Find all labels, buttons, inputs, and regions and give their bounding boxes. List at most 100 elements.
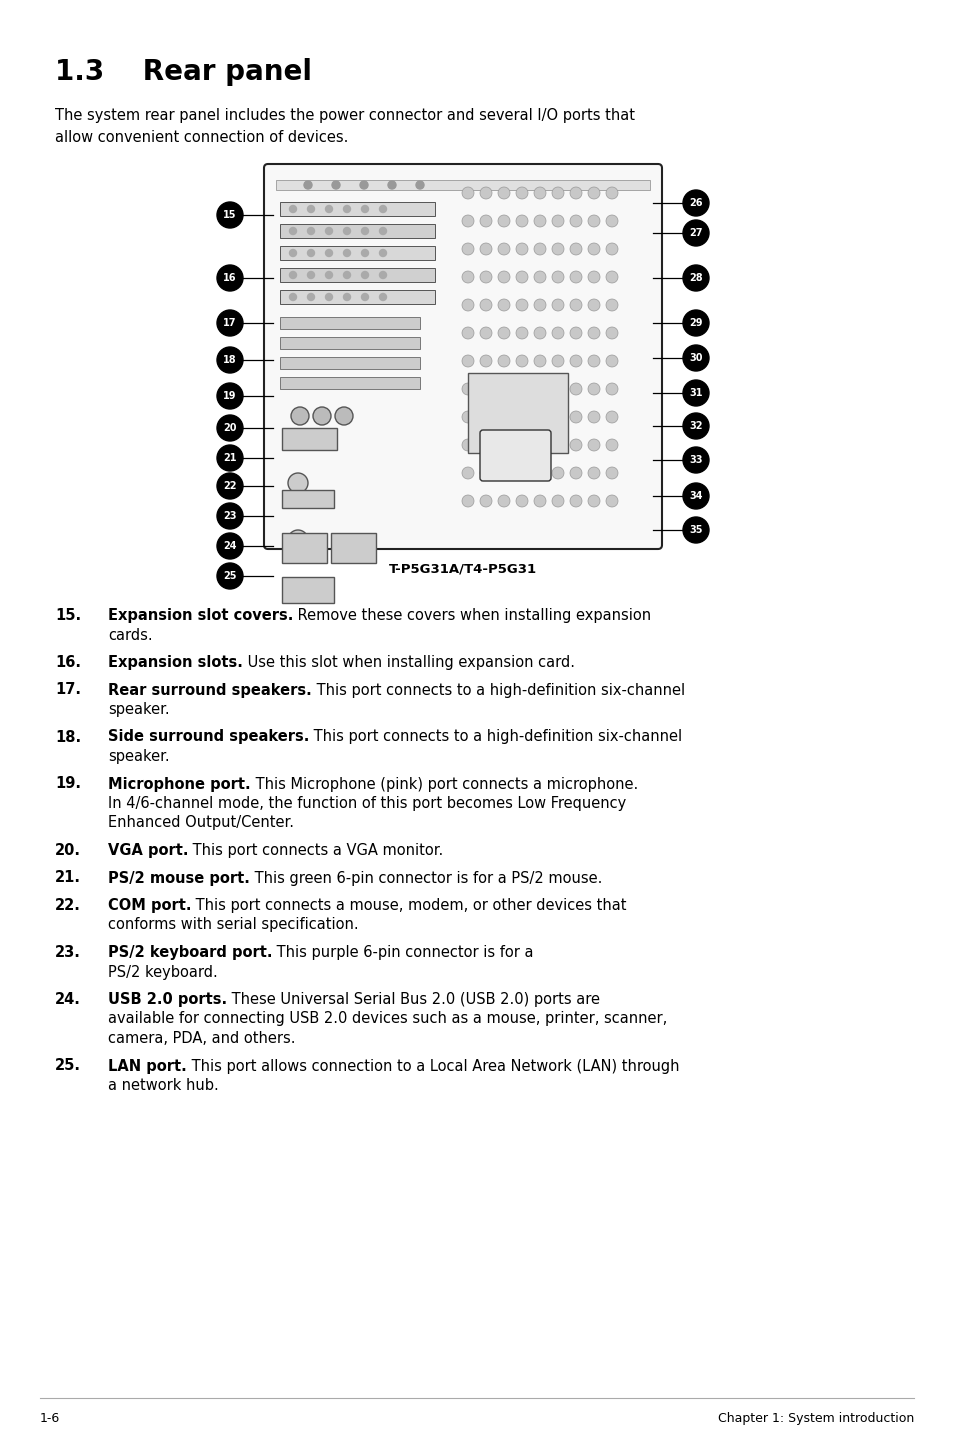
Circle shape — [534, 270, 545, 283]
Text: This purple 6-pin connector is for a: This purple 6-pin connector is for a — [273, 945, 534, 961]
Circle shape — [569, 299, 581, 311]
Circle shape — [682, 413, 708, 439]
Circle shape — [332, 181, 339, 188]
Text: 22.: 22. — [55, 897, 81, 913]
Text: Side surround speakers.: Side surround speakers. — [108, 729, 309, 745]
Text: camera, PDA, and others.: camera, PDA, and others. — [108, 1031, 295, 1045]
Circle shape — [288, 473, 308, 493]
Circle shape — [289, 272, 296, 279]
Text: 26: 26 — [688, 198, 702, 209]
Circle shape — [516, 243, 527, 255]
Circle shape — [587, 495, 599, 508]
Circle shape — [516, 495, 527, 508]
Text: 18.: 18. — [55, 729, 81, 745]
Text: 23.: 23. — [55, 945, 81, 961]
Text: speaker.: speaker. — [108, 749, 170, 764]
Text: available for connecting USB 2.0 devices such as a mouse, printer, scanner,: available for connecting USB 2.0 devices… — [108, 1011, 666, 1027]
Circle shape — [682, 483, 708, 509]
Circle shape — [605, 270, 618, 283]
Text: 1.3    Rear panel: 1.3 Rear panel — [55, 58, 312, 86]
Circle shape — [307, 293, 314, 301]
Text: 33: 33 — [688, 454, 702, 464]
Circle shape — [516, 355, 527, 367]
Text: LAN port.: LAN port. — [108, 1058, 187, 1074]
Circle shape — [605, 355, 618, 367]
Text: 16: 16 — [223, 273, 236, 283]
Text: cards.: cards. — [108, 627, 152, 643]
Circle shape — [479, 243, 492, 255]
Circle shape — [325, 227, 333, 234]
Circle shape — [587, 216, 599, 227]
Circle shape — [216, 473, 243, 499]
Text: 25.: 25. — [55, 1058, 81, 1074]
Bar — [280, 201, 435, 216]
Circle shape — [479, 326, 492, 339]
Circle shape — [325, 272, 333, 279]
Circle shape — [497, 326, 510, 339]
Circle shape — [388, 181, 395, 188]
Text: This port connects a mouse, modem, or other devices that: This port connects a mouse, modem, or ot… — [192, 897, 626, 913]
Circle shape — [552, 243, 563, 255]
FancyBboxPatch shape — [479, 430, 551, 480]
Circle shape — [569, 383, 581, 395]
Circle shape — [587, 243, 599, 255]
Circle shape — [605, 495, 618, 508]
Circle shape — [516, 187, 527, 198]
Text: 21.: 21. — [55, 870, 81, 886]
Circle shape — [359, 181, 368, 188]
Circle shape — [516, 326, 527, 339]
Bar — [280, 316, 419, 329]
Circle shape — [534, 216, 545, 227]
Circle shape — [461, 355, 474, 367]
Circle shape — [497, 299, 510, 311]
Circle shape — [516, 467, 527, 479]
Text: 18: 18 — [223, 355, 236, 365]
Circle shape — [552, 495, 563, 508]
Text: T-P5G31A/T4-P5G31: T-P5G31A/T4-P5G31 — [389, 564, 537, 577]
Circle shape — [343, 227, 350, 234]
Circle shape — [379, 250, 386, 256]
Text: Microphone port.: Microphone port. — [108, 777, 251, 791]
Circle shape — [325, 293, 333, 301]
Circle shape — [479, 439, 492, 452]
Circle shape — [534, 383, 545, 395]
Circle shape — [534, 187, 545, 198]
Circle shape — [313, 407, 331, 426]
Text: In 4/6-channel mode, the function of this port becomes Low Frequency: In 4/6-channel mode, the function of thi… — [108, 797, 625, 811]
Circle shape — [416, 181, 423, 188]
Text: 17: 17 — [223, 318, 236, 328]
Circle shape — [587, 326, 599, 339]
Circle shape — [461, 270, 474, 283]
Circle shape — [497, 439, 510, 452]
Circle shape — [304, 181, 312, 188]
Circle shape — [307, 206, 314, 213]
Text: 35: 35 — [688, 525, 702, 535]
Circle shape — [552, 467, 563, 479]
Circle shape — [569, 411, 581, 423]
Circle shape — [587, 355, 599, 367]
Text: 27: 27 — [688, 229, 702, 239]
Circle shape — [605, 299, 618, 311]
Bar — [280, 377, 419, 390]
Circle shape — [461, 411, 474, 423]
Circle shape — [587, 439, 599, 452]
Circle shape — [552, 439, 563, 452]
Circle shape — [361, 227, 368, 234]
Circle shape — [479, 383, 492, 395]
Text: This port connects to a high-definition six-channel: This port connects to a high-definition … — [312, 683, 684, 697]
Circle shape — [288, 531, 308, 549]
Circle shape — [605, 439, 618, 452]
Circle shape — [216, 444, 243, 472]
Text: 19.: 19. — [55, 777, 81, 791]
Circle shape — [343, 272, 350, 279]
Circle shape — [479, 270, 492, 283]
Circle shape — [461, 495, 474, 508]
Circle shape — [605, 467, 618, 479]
Circle shape — [497, 270, 510, 283]
Circle shape — [682, 447, 708, 473]
Text: This green 6-pin connector is for a PS/2 mouse.: This green 6-pin connector is for a PS/2… — [250, 870, 601, 886]
Text: conforms with serial specification.: conforms with serial specification. — [108, 917, 358, 932]
Text: a network hub.: a network hub. — [108, 1078, 218, 1093]
Circle shape — [343, 250, 350, 256]
Bar — [282, 577, 334, 603]
